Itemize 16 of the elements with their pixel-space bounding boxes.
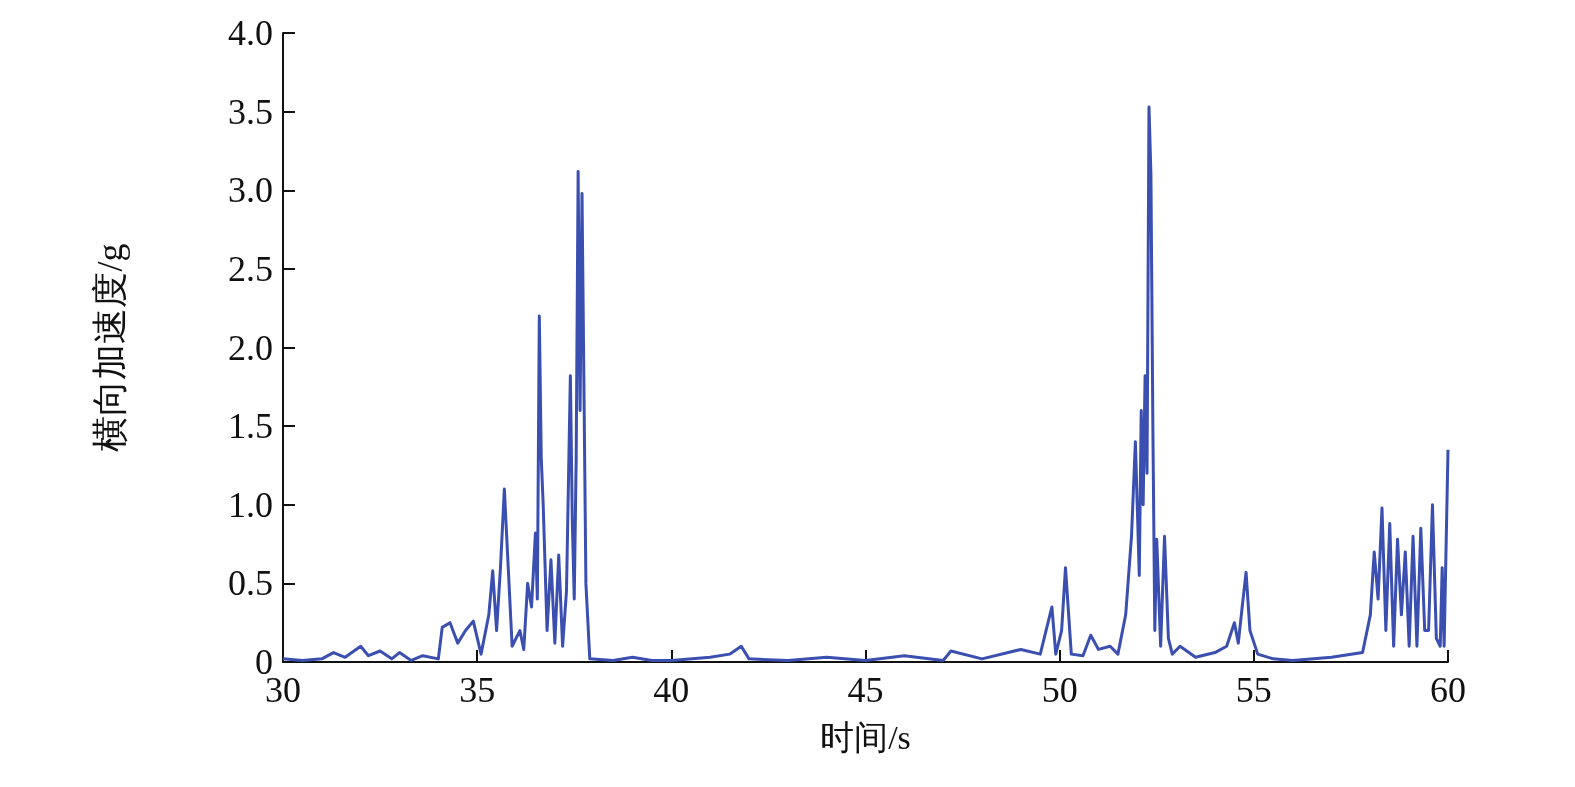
x-tick-label: 55	[1235, 670, 1272, 710]
y-tick-label: 2.0	[228, 327, 273, 368]
y-tick-label: 1.0	[228, 484, 273, 525]
y-tick-label: 3.0	[228, 170, 273, 211]
y-axis-title: 横向加速度/g	[90, 243, 130, 452]
y-tick-label: 1.5	[228, 406, 273, 447]
x-tick-label: 60	[1430, 670, 1466, 710]
y-tick-label: 4.0	[228, 13, 273, 53]
y-tick-label: 0.5	[228, 563, 273, 604]
x-tick-label: 50	[1041, 670, 1078, 710]
y-tick-label: 3.5	[228, 91, 273, 132]
x-axis-title: 时间/s	[820, 718, 911, 756]
x-tick-label: 45	[847, 670, 884, 710]
x-tick-label: 40	[653, 670, 690, 710]
x-tick-label: 35	[459, 670, 496, 710]
y-tick-label: 2.5	[228, 248, 273, 289]
